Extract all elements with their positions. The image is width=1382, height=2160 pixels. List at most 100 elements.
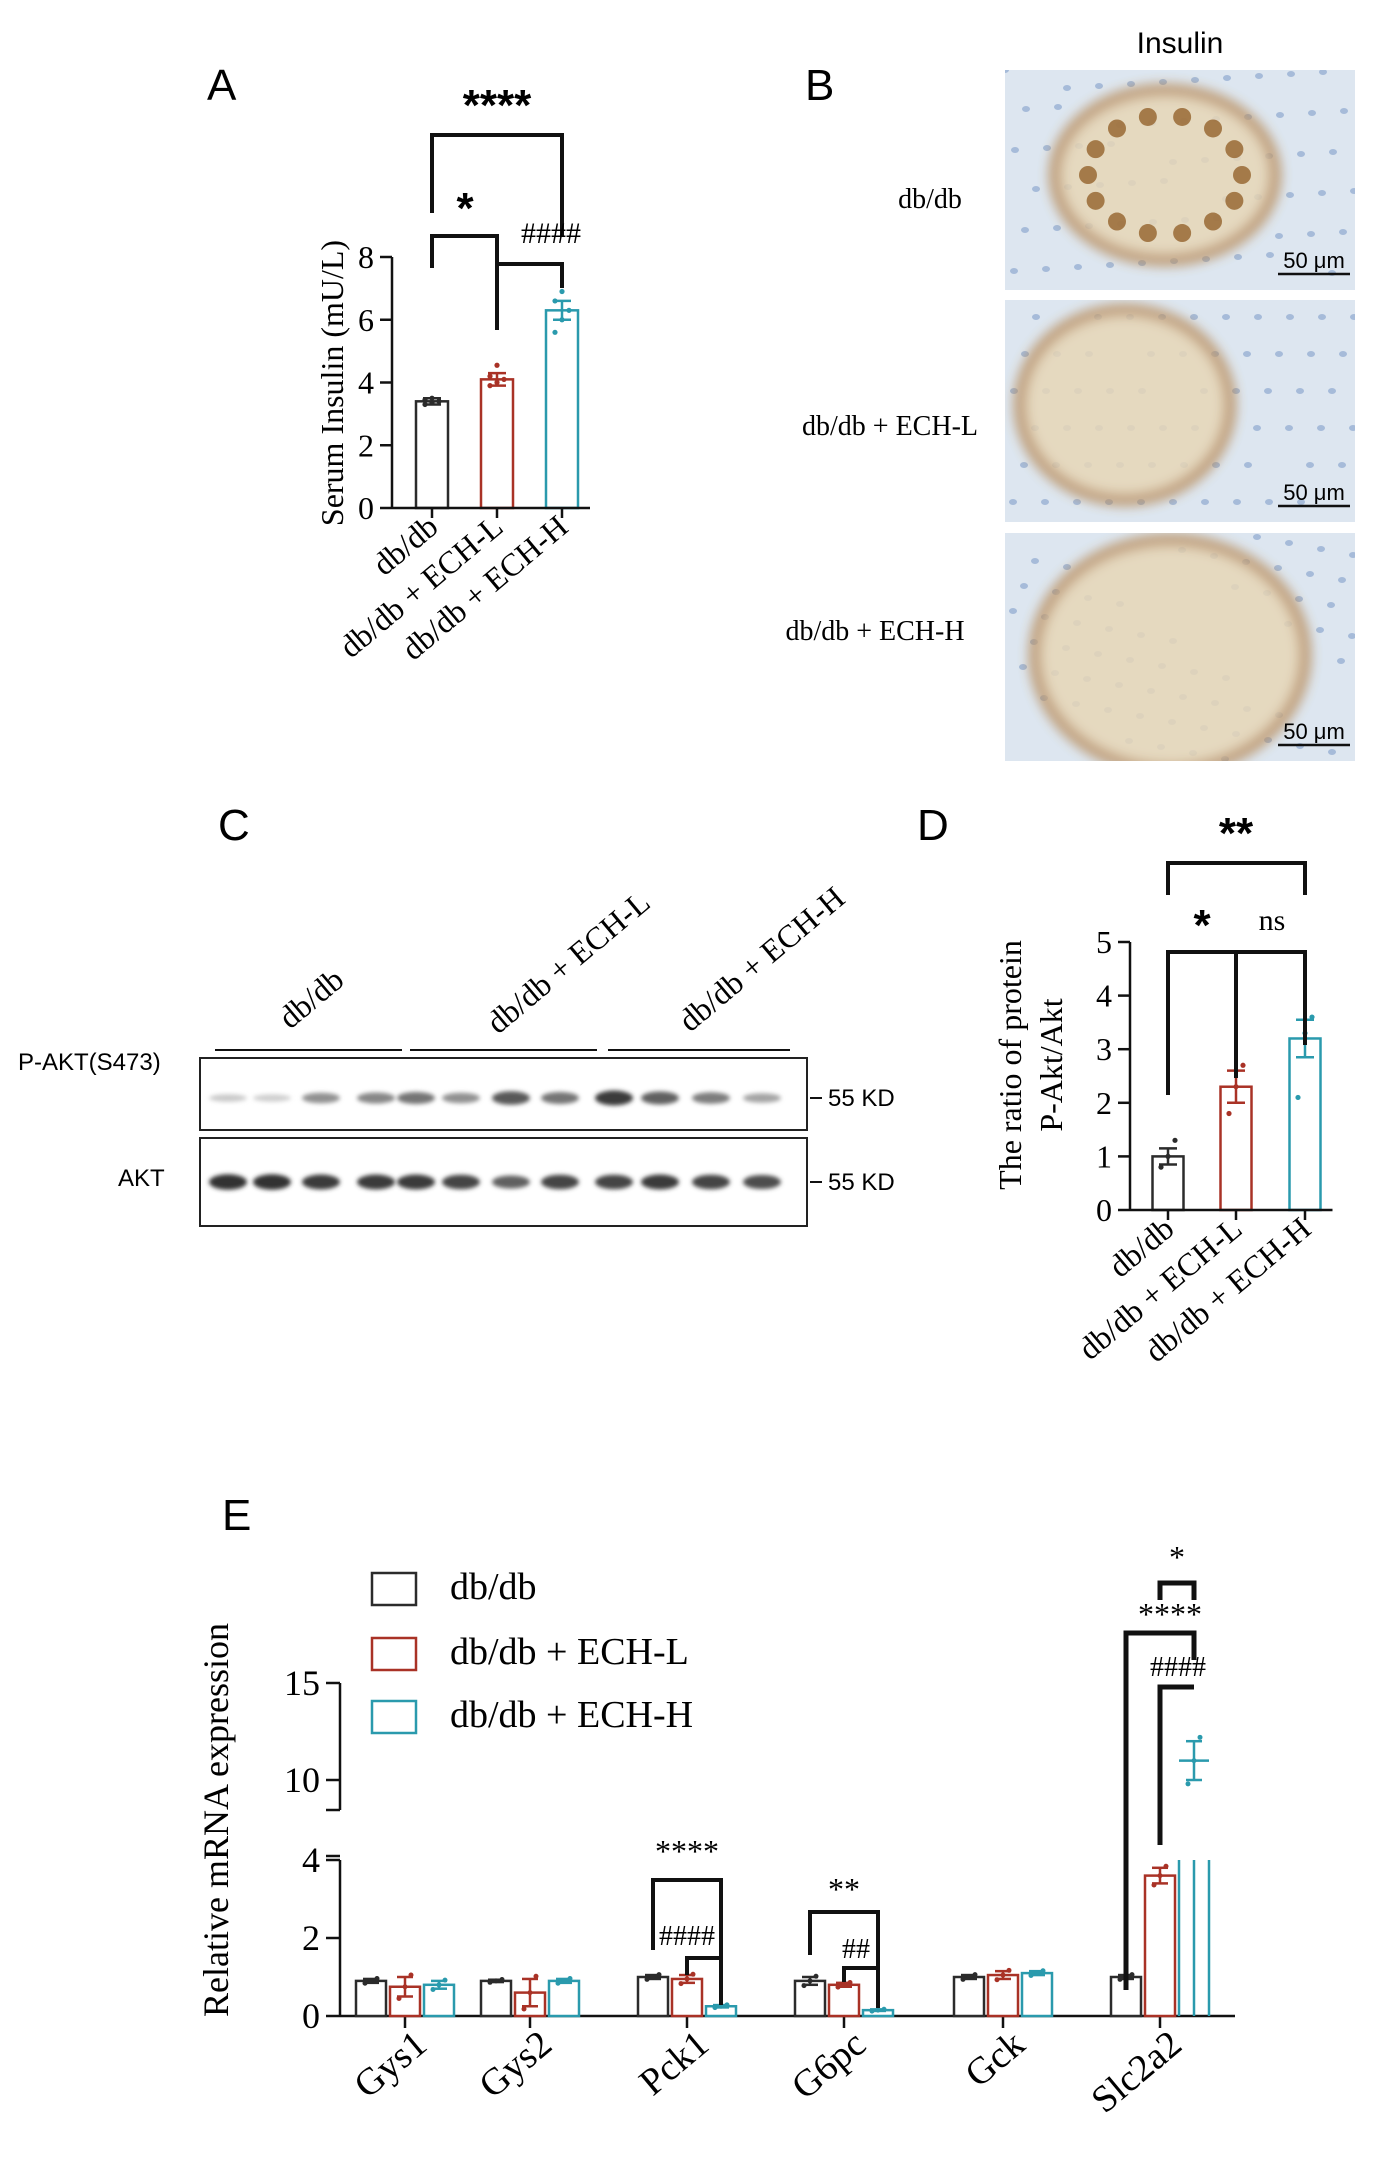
y-tick-label: 2 [302,1918,320,1958]
blot-band [541,1092,579,1104]
data-point [1165,1153,1171,1159]
legend-label: db/db + ECH-H [450,1694,693,1736]
nucleus-dot [1317,425,1325,431]
nucleus-dot [1063,85,1071,91]
blot-band [692,1092,730,1104]
nucleus-dot [1222,314,1230,320]
data-point [1197,1734,1203,1740]
nucleus-dot [1307,231,1315,237]
data-point [422,397,428,403]
data-point [650,1974,656,1980]
nucleus-dot [1318,190,1326,196]
panel-b-micrographs: Insulin db/db db/db + ECH-L db/db + ECH-… [785,27,1355,761]
data-point [430,1986,436,1992]
data-point [966,1974,972,1980]
micrograph-2 [1005,300,1355,522]
data-point [1034,1970,1040,1976]
insulin-granule [1107,119,1126,138]
bar [422,1983,456,2018]
y-axis-label-line1: The ratio of protein [992,940,1028,1190]
data-point [374,1976,380,1982]
bar [827,1983,861,2018]
data-point [813,1973,819,1979]
y-tick-label: 0 [358,490,374,526]
blot-band [209,1174,247,1190]
y-tick-label: 15 [284,1663,320,1703]
nucleus-dot [1253,534,1261,540]
blot-protein-label: AKT [118,1165,165,1192]
data-point [1151,1882,1157,1888]
insulin-granule [1138,224,1157,243]
data-point [559,288,565,295]
data-point [1226,1110,1232,1117]
legend-label: db/db + ECH-L [450,1631,689,1673]
data-point [501,376,507,382]
data-point [724,2002,730,2008]
data-point [801,1983,807,1989]
nucleus-dot [1350,188,1355,194]
blot-band [253,1094,291,1102]
bar-2 [479,378,515,510]
nucleus-dot [1265,499,1273,505]
nucleus-dot [1021,351,1029,357]
insulin-granule [1086,191,1105,210]
nucleus-dot [1286,192,1294,198]
nucleus-dot [1328,388,1336,394]
data-point [1295,1094,1301,1101]
nucleus-dot [1021,227,1029,233]
nucleus-dot [1328,749,1336,755]
nucleus-dot [1159,79,1167,85]
sig-bracket-1-2 [1234,950,1307,1078]
sig-bracket-0-2 [1166,861,1307,895]
nucleus-dot [1295,596,1303,602]
nucleus-dot [1348,633,1355,639]
sig-bracket-pck1-upper [651,1878,723,2005]
bar-3 [544,309,580,510]
blot-group-label: db/db [271,961,350,1035]
data-point [499,1976,505,1982]
sig-label: ** [1219,809,1254,858]
y-axis-label-line2: P-Akt/Akt [1033,998,1069,1131]
sig-label: **** [1138,1596,1202,1632]
data-point [494,362,500,368]
nucleus-dot [1287,71,1295,77]
blot-band [595,1090,633,1106]
insulin-granule [1173,107,1192,126]
blot-protein-label: P-AKT(S473) [18,1049,161,1076]
nucleus-dot [1316,627,1324,633]
sig-bracket-0-2 [430,133,564,236]
data-point [533,1973,539,1979]
nucleus-dot [1266,252,1274,258]
blot-band [692,1174,730,1190]
blot-band [641,1091,679,1105]
scalebar-label: 50 μm [1283,248,1345,273]
nucleus-dot [1169,499,1177,505]
data-point [552,329,558,335]
x-category-label: Slc2a2 [1084,2023,1190,2122]
data-point [494,379,500,386]
nucleus-dot [1297,151,1305,157]
y-tick-label: 6 [358,302,374,338]
y-axis-label: Relative mRNA expression [196,1623,236,2017]
nucleus-dot [1190,314,1198,320]
blot-band [492,1091,530,1105]
data-point [436,398,442,404]
islet-stained [1030,535,1310,761]
blot-band [302,1174,340,1190]
data-point [994,1977,1000,1983]
nucleus-dot [1276,112,1284,118]
panel-letter-a: A [207,61,237,110]
data-point [1191,1758,1197,1764]
sig-label: #### [1150,1652,1206,1683]
nucleus-dot [1275,351,1283,357]
data-point [1028,1972,1034,1978]
data-point [1158,1164,1164,1170]
blot-band [442,1174,480,1190]
nucleus-dot [1234,254,1242,260]
y-tick-label: 10 [284,1760,320,1800]
insulin-granule [1204,212,1223,231]
nucleus-dot [1243,351,1251,357]
scalebar-label: 50 μm [1283,480,1345,505]
data-point [1172,1137,1178,1143]
